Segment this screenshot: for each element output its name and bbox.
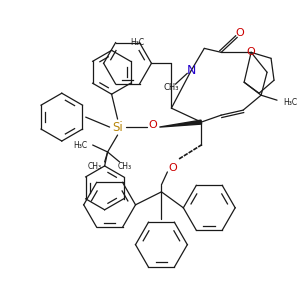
Text: CH₃: CH₃ [88,162,102,171]
Text: O: O [247,47,256,57]
Polygon shape [159,120,202,127]
Text: N: N [187,64,196,77]
Text: H₃C: H₃C [130,38,145,47]
Text: O: O [148,120,157,130]
Text: O: O [236,28,244,38]
Text: CH₃: CH₃ [118,162,132,171]
Text: Si: Si [112,121,123,134]
Text: H₃C: H₃C [74,140,88,149]
Text: O: O [168,163,177,173]
Text: H₃C: H₃C [283,98,297,107]
Text: CH₃: CH₃ [164,83,179,92]
